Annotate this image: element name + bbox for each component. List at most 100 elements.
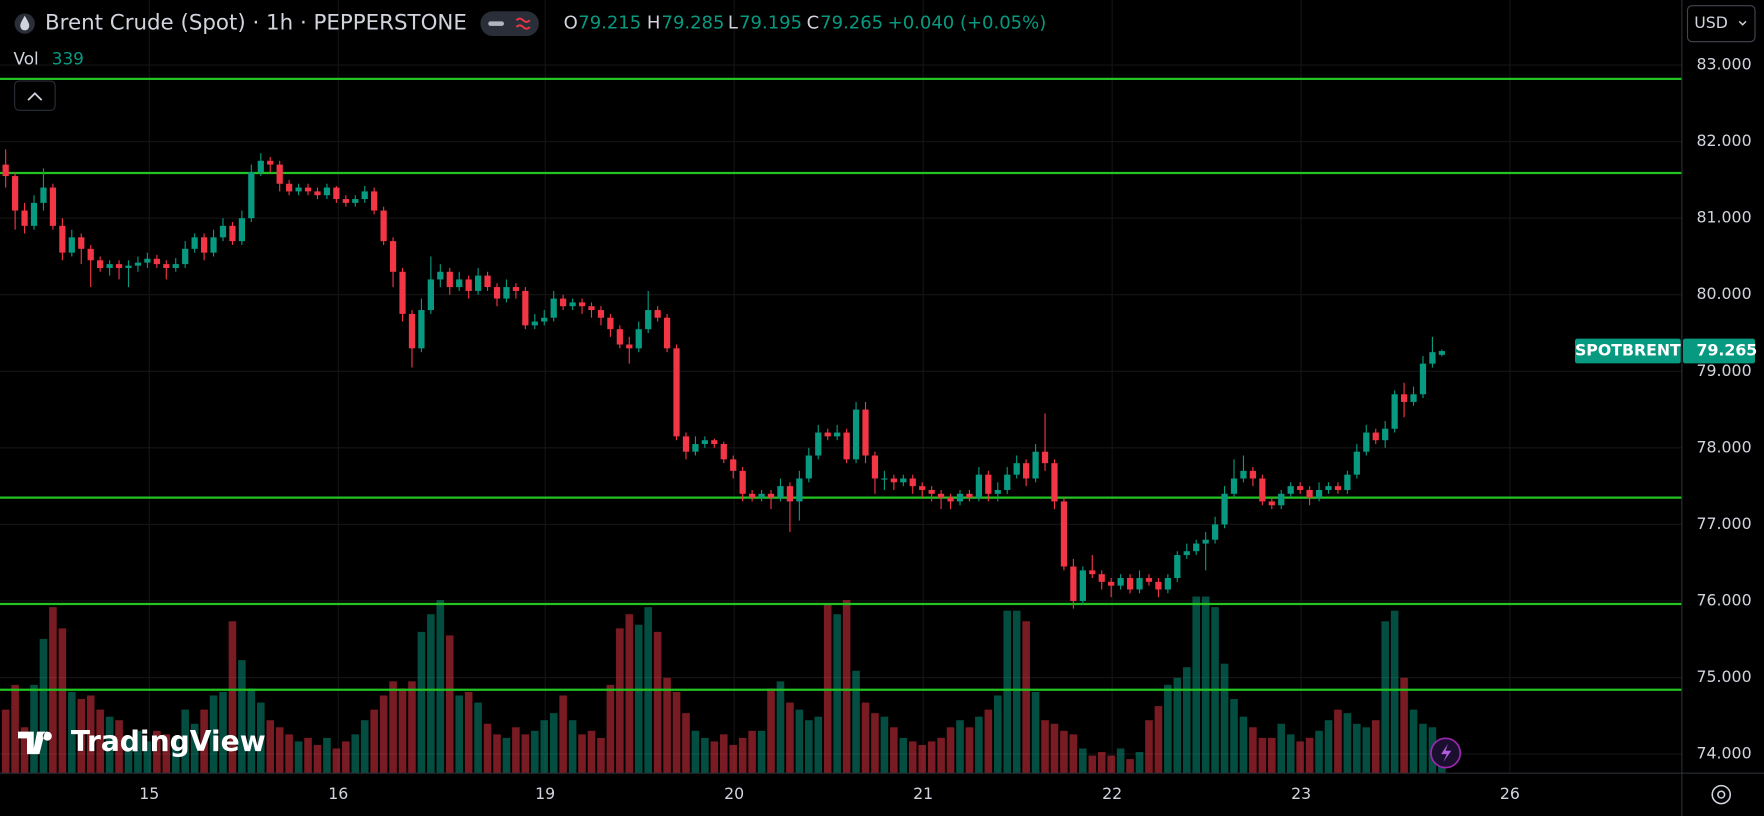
- candle-body: [1363, 432, 1370, 452]
- candle-body: [295, 187, 302, 192]
- candle-body: [361, 191, 368, 200]
- candle-body: [1297, 486, 1304, 490]
- candle-body: [692, 444, 699, 452]
- indicator-toggle[interactable]: [480, 11, 539, 37]
- candle-body: [172, 264, 179, 268]
- oil-drop-icon: [20, 15, 30, 31]
- candle-body: [286, 183, 293, 192]
- volume-bar: [1097, 752, 1106, 774]
- volume-bar: [256, 702, 265, 774]
- logo-mark: [18, 731, 52, 755]
- candle-body: [862, 409, 869, 456]
- candle-body: [1174, 555, 1181, 579]
- volume-bar: [86, 695, 95, 774]
- candle-body: [673, 348, 680, 437]
- close-value: 79.265: [820, 13, 883, 34]
- volume-bar: [39, 638, 48, 774]
- volume-bar: [691, 730, 700, 774]
- volume-bar: [1192, 596, 1201, 774]
- volume-bar: [408, 681, 416, 774]
- bolt-icon: [1441, 743, 1452, 762]
- volume-bar: [568, 720, 577, 774]
- volume-bar: [719, 734, 728, 774]
- settings-button[interactable]: [1711, 784, 1732, 805]
- currency-button[interactable]: [1686, 5, 1756, 43]
- volume-bar: [852, 670, 860, 774]
- volume-bar: [1334, 709, 1342, 774]
- volume-bar: [134, 730, 142, 774]
- volume-bar: [275, 727, 284, 774]
- y-tick-label: 82.000: [1697, 131, 1752, 150]
- chevron-up: [27, 92, 43, 101]
- candle-body: [852, 409, 860, 460]
- x-tick-label: 21: [913, 784, 933, 803]
- volume-bar: [587, 730, 596, 774]
- volume-bar: [1135, 752, 1144, 774]
- volume-bar: [776, 681, 785, 774]
- volume-bar: [11, 684, 19, 774]
- volume-bar: [814, 716, 823, 774]
- candle-body: [607, 317, 614, 330]
- currency-label: USD: [1694, 13, 1728, 32]
- symbol-tag-label: SPOTBRENT: [1575, 341, 1681, 360]
- candle-body: [1344, 474, 1351, 490]
- candle-body: [474, 275, 482, 291]
- volume-bar: [1003, 610, 1012, 774]
- candle-body: [654, 310, 661, 318]
- collapse-button[interactable]: [14, 80, 56, 111]
- candle-body: [890, 478, 897, 483]
- candle-body: [49, 187, 57, 226]
- volume-value: 339: [52, 49, 84, 69]
- volume-bar: [219, 691, 227, 774]
- candle-body: [531, 321, 538, 326]
- candle-body: [1032, 451, 1039, 479]
- candle-body: [1382, 428, 1389, 441]
- volume-bar: [427, 614, 435, 774]
- volume-bar: [153, 730, 161, 774]
- volume-bar: [200, 709, 208, 774]
- candle-body: [219, 225, 227, 238]
- volume-bar: [1390, 610, 1399, 774]
- grid: [0, 0, 1682, 774]
- candle-body: [191, 237, 198, 249]
- candle-body: [78, 237, 85, 249]
- volume-bar: [682, 713, 690, 774]
- candle-body: [125, 265, 132, 268]
- volume-bar: [880, 716, 889, 774]
- candle-body: [342, 199, 349, 203]
- candle-body: [1079, 570, 1086, 601]
- volume-bar: [1107, 755, 1115, 774]
- candle-body: [1259, 478, 1266, 502]
- symbol-tag-bg: [1575, 338, 1681, 364]
- volume-bar: [663, 677, 671, 774]
- candle-body: [333, 187, 340, 200]
- volume-bar: [1305, 737, 1314, 774]
- candle-body: [2, 164, 9, 177]
- logo-text: TradingView: [71, 725, 266, 758]
- candle-body: [484, 275, 491, 288]
- candle-body: [323, 187, 331, 196]
- x-tick-label: 23: [1291, 784, 1311, 803]
- candle-body: [701, 440, 708, 445]
- candle-body: [1051, 463, 1058, 502]
- volume-bar: [247, 688, 256, 774]
- volume-bar: [1116, 748, 1125, 774]
- candle-body: [1429, 352, 1436, 364]
- close-label: C: [807, 13, 820, 34]
- candle-body: [1419, 363, 1427, 395]
- candle-body: [399, 271, 406, 314]
- volume-bar: [1371, 720, 1380, 774]
- volume-bar: [1324, 720, 1333, 774]
- volume-bar: [1258, 737, 1267, 774]
- candle-body: [711, 440, 718, 445]
- volume-bar: [956, 720, 964, 774]
- volume-bar: [1409, 709, 1418, 774]
- y-tick-label: 78.000: [1697, 437, 1752, 456]
- candle-body: [115, 264, 123, 268]
- volume-bar: [30, 684, 38, 774]
- candle-body: [1193, 543, 1200, 552]
- volume-bar: [597, 737, 605, 774]
- candle-body: [59, 225, 66, 253]
